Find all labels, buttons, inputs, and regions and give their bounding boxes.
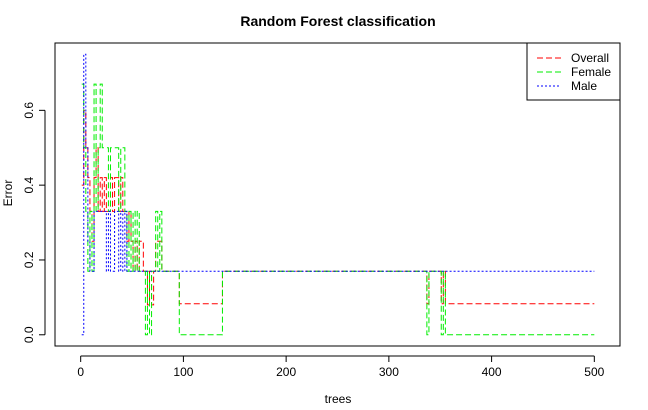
plot-area	[81, 53, 595, 336]
x-tick-label: 400	[482, 365, 502, 379]
x-axis-label: trees	[325, 392, 352, 405]
y-tick-label: 0.4	[22, 176, 36, 193]
legend-label-overall: Overall	[571, 51, 609, 65]
legend-label-male: Male	[571, 79, 597, 93]
legend-label-female: Female	[571, 65, 611, 79]
x-tick-label: 200	[276, 365, 296, 379]
x-tick-label: 500	[584, 365, 604, 379]
y-tick-label: 0.2	[22, 251, 36, 268]
series-line-overall	[81, 109, 595, 306]
y-tick-label: 0.0	[22, 326, 36, 343]
x-tick-label: 300	[379, 365, 399, 379]
series-line-female	[81, 83, 595, 336]
y-tick-label: 0.6	[22, 102, 36, 119]
chart-title: Random Forest classification	[240, 13, 435, 29]
series-line-male	[81, 53, 595, 336]
axes: 0 100 200 300 400 500 0.0 0.2 0.4 0.6	[22, 42, 621, 379]
plot-frame	[54, 42, 621, 347]
y-axis-label: Error	[1, 180, 15, 207]
x-tick-label: 100	[173, 365, 193, 379]
x-tick-label: 0	[77, 365, 84, 379]
